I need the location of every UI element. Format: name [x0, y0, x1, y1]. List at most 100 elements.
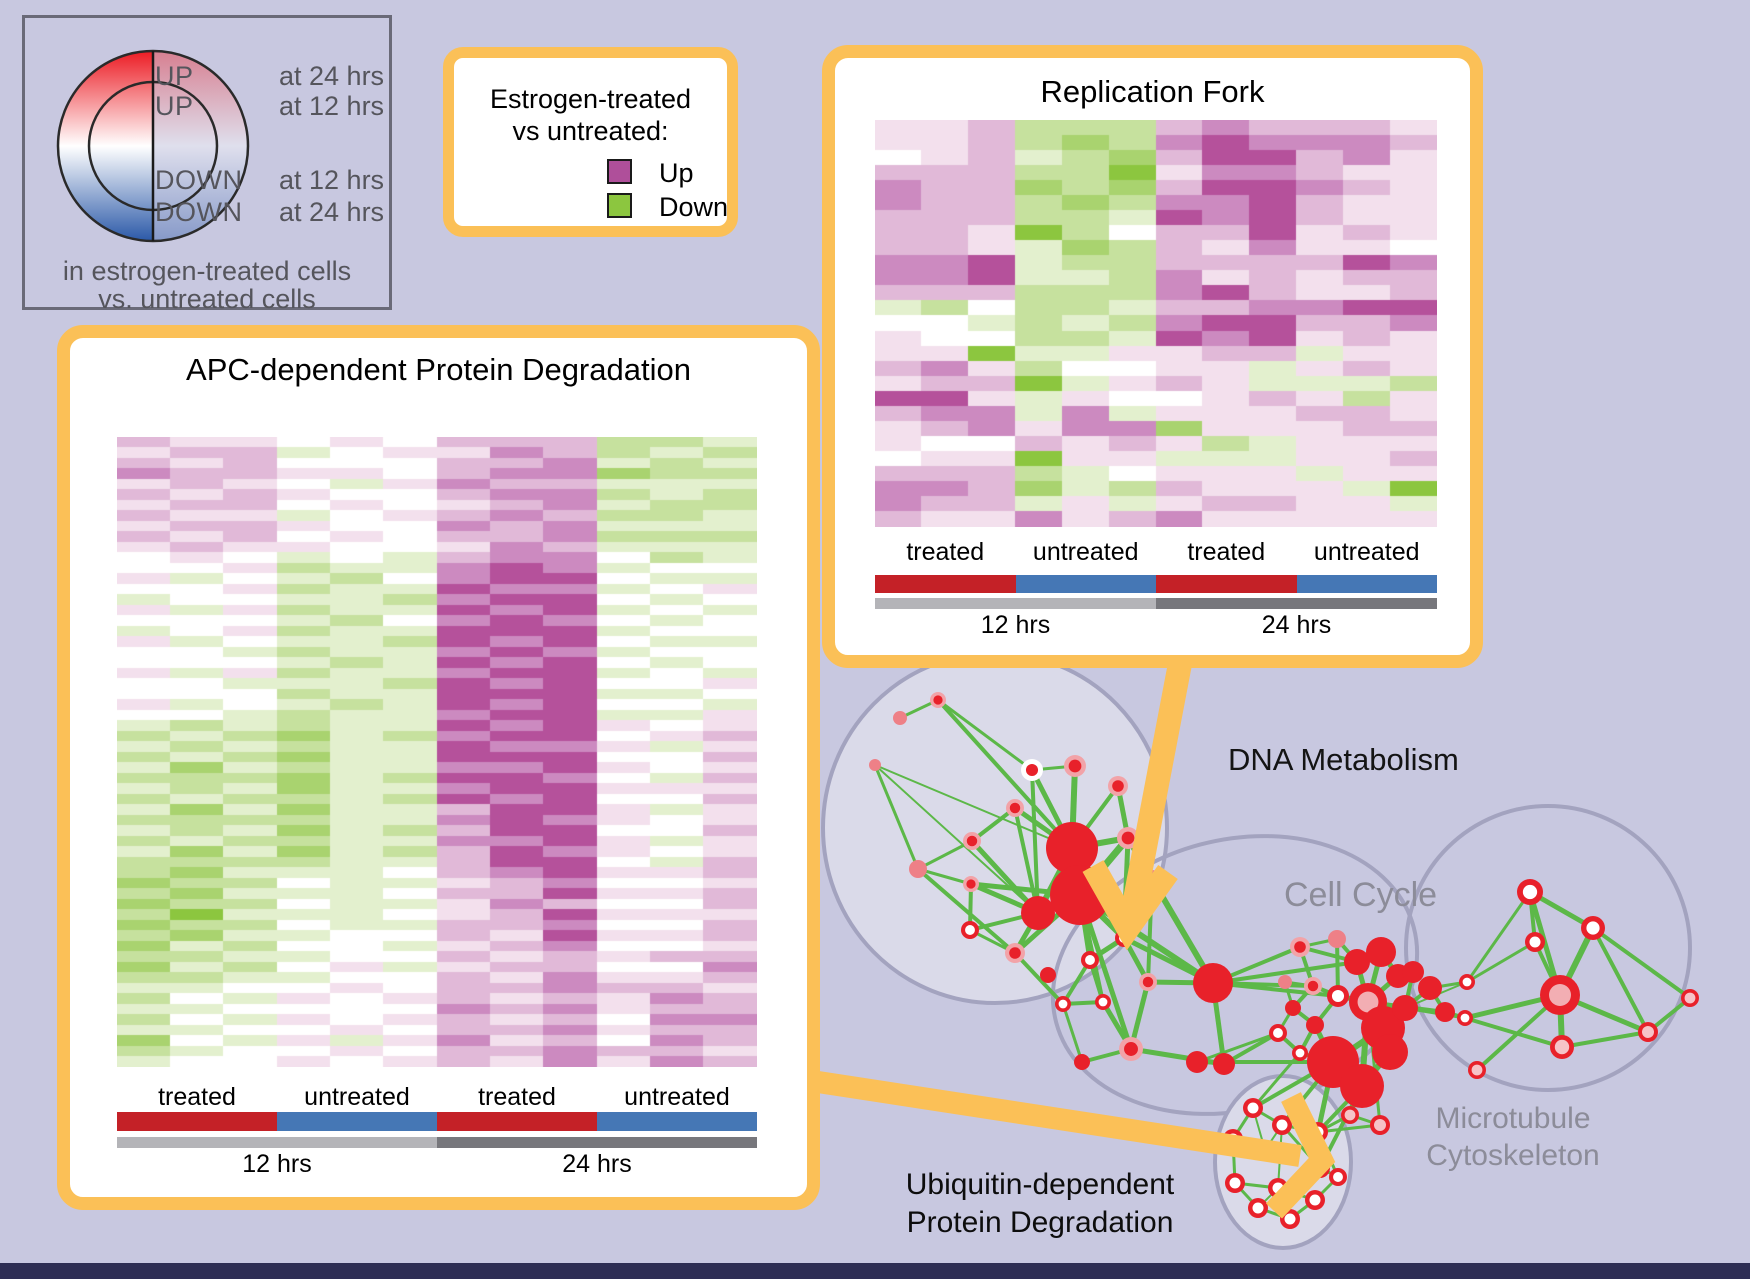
network-edge	[1013, 893, 1082, 955]
network-edge	[1561, 1030, 1649, 1049]
network-edge	[1317, 1113, 1351, 1134]
network-node-ring	[1329, 1168, 1347, 1186]
network-edge	[1330, 1059, 1365, 1089]
network-edge	[1378, 950, 1401, 978]
network-edge	[1013, 805, 1074, 851]
network-node-ring	[1517, 879, 1543, 905]
network-edge	[1559, 992, 1649, 1035]
network-node-core	[933, 695, 943, 705]
network-node-ring	[1248, 1198, 1268, 1218]
network-edge	[1077, 892, 1127, 941]
network-node-pink	[1328, 930, 1346, 948]
cluster-label-microtubule-line1: Microtubule	[1435, 1102, 1591, 1135]
network-node-halo	[1117, 827, 1139, 849]
condition-label-untreated: untreated	[1313, 538, 1420, 566]
network-edge	[1077, 835, 1131, 898]
network-node-ring	[1243, 1098, 1263, 1118]
network-edge	[1444, 1010, 1466, 1020]
network-edge	[1077, 894, 1134, 1050]
network-node-ring	[1638, 1022, 1658, 1042]
network-edge	[1088, 935, 1126, 963]
ring-legend-dir-down-24: DOWN	[155, 197, 243, 227]
network-edge	[1036, 891, 1082, 917]
network-node-core	[1009, 802, 1021, 814]
network-node-halo	[963, 832, 981, 850]
cluster-label-ubiquitin-line1: Ubiquitin-dependent	[905, 1168, 1175, 1201]
estrogen-legend-title-1: Estrogen-treated	[489, 84, 692, 114]
network-edge	[1527, 891, 1563, 996]
network-node-core	[1119, 933, 1129, 943]
rf-time-bars	[875, 598, 1437, 609]
network-edge	[1077, 894, 1093, 961]
network-edge	[1475, 993, 1562, 1072]
network-node-core	[1357, 991, 1379, 1013]
cluster-label-microtubule-cytoskeleton: Microtubule Cytoskeleton	[1426, 1100, 1599, 1174]
network-edge	[970, 806, 1017, 843]
network-node-core	[1331, 989, 1345, 1003]
network-edge	[1146, 877, 1154, 983]
network-edge	[1315, 1061, 1336, 1133]
condition-label-untreated: untreated	[624, 1083, 730, 1111]
network-node-ring	[1459, 974, 1475, 990]
network-edge	[1071, 835, 1129, 851]
network-edge	[1078, 892, 1215, 986]
network-node-core	[1227, 1133, 1239, 1145]
time-label-24hrs: 24 hrs	[1261, 611, 1332, 639]
condition-label-untreated: untreated	[1032, 538, 1139, 566]
network-edge	[1397, 970, 1414, 978]
network-edge	[1062, 1000, 1104, 1006]
network-node-ring	[1272, 1115, 1292, 1135]
network-edge	[1366, 1001, 1382, 1126]
apc-time-labels: 12 hrs 24 hrs	[117, 1150, 757, 1178]
network-edge	[1212, 981, 1339, 998]
cluster-label-dna-metabolism: DNA Metabolism	[1228, 742, 1459, 777]
cluster-cell-cycle	[1050, 834, 1420, 1116]
time-bar-24hrs	[437, 1137, 757, 1148]
ring-legend-time-12b: at 12 hrs	[279, 165, 385, 195]
network-node-core	[1374, 1119, 1386, 1131]
apc-degradation-panel: APC-dependent Protein Degradation treate…	[57, 325, 820, 1210]
network-node-solid	[1361, 1006, 1405, 1050]
network-node-solid	[1040, 967, 1056, 983]
cluster-label-ubiquitin-degradation: Ubiquitin-dependent Protein Degradation	[906, 1166, 1175, 1242]
network-edge	[1646, 996, 1692, 1034]
network-node-ring	[1055, 996, 1071, 1012]
up-color-swatch	[607, 159, 632, 184]
network-edge	[1289, 1198, 1316, 1221]
network-edge	[1125, 836, 1216, 985]
network-node-ring	[1525, 932, 1545, 952]
down-color-swatch	[607, 193, 632, 218]
arrow-shaft-apc-to-ubiquitin	[803, 1069, 1302, 1167]
network-edge	[1212, 981, 1314, 988]
apc-condition-labels: treated untreated treated untreated	[117, 1083, 757, 1111]
network-edge	[1464, 1016, 1563, 1049]
network-node-core	[1252, 1202, 1264, 1214]
network-node-core	[1121, 831, 1135, 845]
network-edge	[1356, 949, 1382, 965]
network-edge	[1078, 894, 1105, 1003]
network-edge	[1233, 1181, 1260, 1210]
network-node-solid	[1021, 896, 1055, 930]
network-edge	[1013, 951, 1065, 1006]
network-node-core	[1025, 763, 1039, 777]
network-edge	[1335, 937, 1359, 964]
network-edge	[1367, 1000, 1446, 1014]
network-edge	[1464, 992, 1561, 1021]
network-edge	[1031, 764, 1076, 772]
network-edge	[1298, 946, 1315, 987]
network-node-halo	[1290, 937, 1310, 957]
network-edge	[916, 867, 1017, 955]
network-edge	[1367, 1000, 1466, 1020]
network-edge	[1281, 1123, 1319, 1134]
network-edge	[1252, 1060, 1334, 1110]
network-edge	[1280, 1124, 1322, 1169]
condition-label-treated: treated	[478, 1083, 556, 1111]
network-edge	[1429, 980, 1468, 990]
network-node-ring	[1292, 1045, 1308, 1061]
cluster-label-ubiquitin-line2: Protein Degradation	[906, 1206, 1174, 1239]
network-node-ring	[1540, 975, 1580, 1015]
network-node-ring	[1310, 1158, 1330, 1178]
network-node-halo	[1006, 799, 1024, 817]
network-node-ring	[1225, 1173, 1245, 1193]
